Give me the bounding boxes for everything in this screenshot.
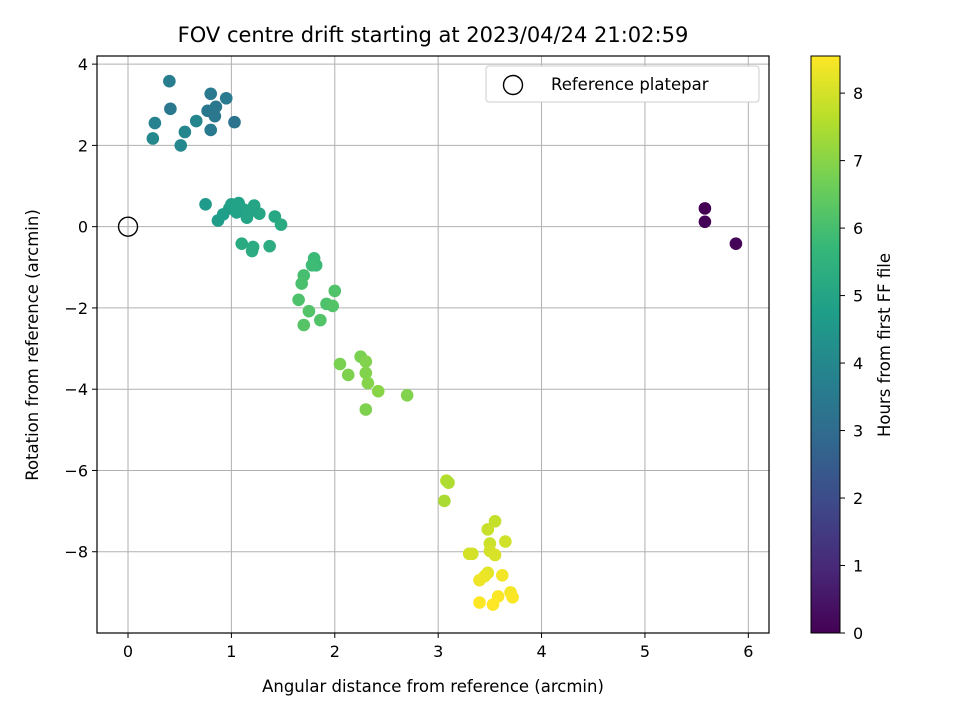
colorbar-ticks: 0 1 2 3 4 5 6 7 8 — [840, 84, 863, 643]
y-tick-label: −6 — [64, 461, 88, 480]
data-point — [442, 476, 455, 489]
data-point — [506, 590, 519, 604]
colorbar-gradient — [810, 55, 841, 634]
data-point — [499, 535, 512, 548]
data-point — [297, 318, 311, 332]
y-tick-label: −2 — [64, 299, 88, 318]
y-axis-ticks: −8 −6 −4 −2 0 2 4 — [64, 55, 97, 562]
colorbar-tick-label: 5 — [853, 287, 863, 306]
data-point — [148, 116, 162, 130]
data-point — [204, 87, 218, 101]
data-point — [174, 139, 188, 152]
data-point — [326, 299, 340, 313]
colorbar-tick-label: 4 — [853, 354, 863, 373]
data-point — [235, 237, 249, 251]
colorbar-label: Hours from first FF file — [875, 253, 894, 437]
data-point — [204, 123, 218, 137]
data-point — [473, 573, 486, 587]
data-point — [359, 355, 373, 368]
data-point — [163, 74, 176, 88]
y-tick-label: 0 — [78, 218, 88, 237]
data-point — [230, 206, 243, 219]
data-point — [473, 596, 486, 609]
x-tick-label: 0 — [123, 642, 133, 661]
plot-frame — [96, 55, 770, 634]
data-point — [359, 366, 373, 380]
x-tick-label: 2 — [330, 642, 340, 661]
data-point — [209, 100, 223, 114]
x-tick-label: 5 — [640, 642, 650, 661]
data-point — [302, 304, 316, 318]
data-point — [729, 237, 743, 251]
reference-platepar-point — [117, 216, 139, 237]
data-point — [400, 388, 414, 402]
data-point — [341, 368, 355, 382]
data-point — [698, 202, 712, 215]
x-tick-label: 6 — [743, 642, 753, 661]
colorbar: 0 1 2 3 4 5 6 7 8 Hours from first FF file — [810, 55, 894, 643]
y-axis-label: Rotation from reference (arcmin) — [23, 209, 42, 481]
colorbar-tick-label: 1 — [853, 557, 863, 576]
data-point — [495, 569, 509, 582]
data-point — [438, 494, 451, 508]
data-point — [488, 514, 502, 528]
grid-lines — [97, 56, 769, 633]
data-point — [359, 403, 373, 416]
reference-marker — [117, 216, 139, 237]
data-point — [164, 102, 177, 116]
colorbar-tick-label: 2 — [853, 489, 863, 508]
x-axis-label: Angular distance from reference (arcmin) — [262, 677, 604, 696]
data-point — [481, 523, 495, 536]
x-tick-label: 4 — [536, 642, 546, 661]
legend-marker-reference — [502, 74, 524, 96]
y-tick-label: 4 — [78, 55, 88, 74]
data-points — [146, 74, 743, 611]
data-point — [189, 114, 203, 128]
data-point — [328, 284, 342, 298]
data-point — [698, 215, 712, 229]
colorbar-tick-label: 6 — [853, 219, 863, 238]
data-point — [292, 293, 305, 307]
x-tick-label: 3 — [433, 642, 443, 661]
data-point — [263, 239, 276, 253]
y-tick-label: −4 — [64, 380, 88, 399]
data-point — [361, 376, 375, 390]
legend-box — [485, 65, 760, 103]
data-point — [465, 547, 479, 561]
y-tick-label: 2 — [78, 136, 88, 155]
data-point — [295, 277, 309, 290]
x-axis-ticks: 0 1 2 3 4 5 6 — [123, 633, 753, 661]
data-point — [333, 357, 347, 371]
data-point — [314, 313, 327, 327]
data-point — [219, 91, 233, 105]
colorbar-tick-label: 3 — [853, 422, 863, 441]
x-tick-label: 1 — [226, 642, 236, 661]
legend: Reference platepar — [485, 65, 760, 103]
data-point — [178, 125, 192, 139]
colorbar-tick-label: 7 — [853, 152, 863, 171]
data-point — [199, 198, 212, 211]
data-point — [486, 598, 500, 611]
data-point — [488, 548, 502, 562]
chart-title: FOV centre drift starting at 2023/04/24 … — [178, 23, 689, 47]
data-point — [146, 132, 160, 145]
y-tick-label: −8 — [64, 543, 88, 562]
data-point — [228, 115, 241, 129]
data-point — [208, 109, 222, 123]
legend-label-reference: Reference platepar — [551, 75, 709, 94]
data-point — [274, 218, 288, 231]
data-point — [246, 240, 260, 254]
colorbar-tick-label: 0 — [853, 624, 863, 643]
data-point — [371, 384, 385, 398]
data-point — [245, 204, 259, 217]
colorbar-tick-label: 8 — [853, 84, 863, 103]
data-point — [305, 258, 319, 272]
